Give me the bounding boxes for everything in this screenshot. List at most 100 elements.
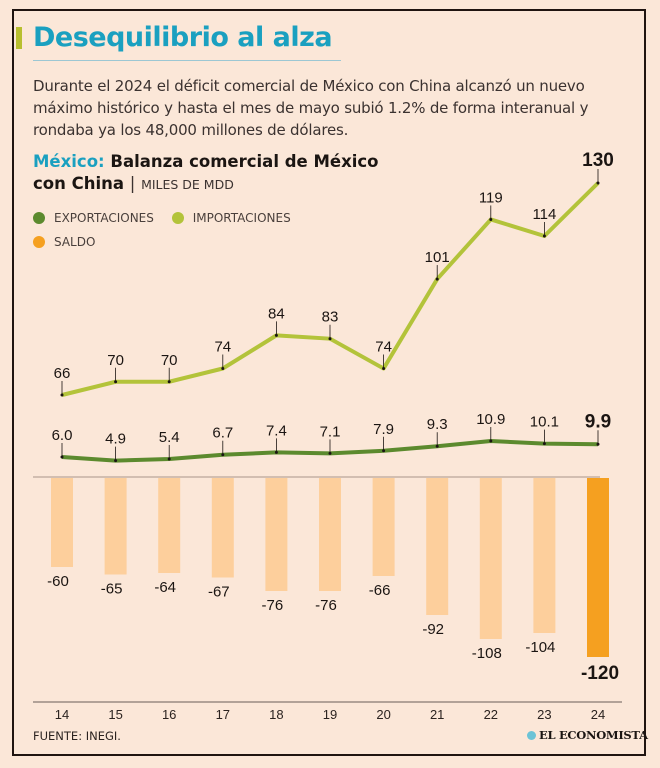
chart-unit: MILES DE MDD xyxy=(141,177,234,192)
title-accent-bar xyxy=(16,27,22,49)
exports-point xyxy=(435,444,439,448)
legend-label: SALDO xyxy=(54,235,96,249)
x-tick-label: 21 xyxy=(430,707,444,722)
exports-data-label: 6.7 xyxy=(212,425,233,442)
balance-data-label: -65 xyxy=(101,581,123,598)
balance-data-label: -60 xyxy=(47,573,69,590)
imports-point xyxy=(596,181,600,185)
x-tick-label: 14 xyxy=(55,707,69,722)
exports-data-label: 10.9 xyxy=(476,411,505,428)
brand-logo: EL ECONOMISTA xyxy=(527,728,648,742)
exports-point xyxy=(274,450,278,454)
balance-bar xyxy=(104,478,127,575)
imports-point xyxy=(114,380,118,384)
balance-bar xyxy=(158,478,181,573)
balance-bar xyxy=(479,478,502,639)
exports-data-label: 4.9 xyxy=(105,431,126,448)
exports-point xyxy=(221,453,225,457)
exports-data-label: 5.4 xyxy=(159,429,180,446)
imports-data-label: 101 xyxy=(425,249,450,266)
imports-point xyxy=(328,337,332,341)
imports-data-label: 70 xyxy=(107,352,124,369)
chart-title-separator: | xyxy=(129,174,136,193)
imports-point xyxy=(274,333,278,337)
page-title: Desequilibrio al alza xyxy=(33,22,333,53)
imports-data-label: 70 xyxy=(161,352,178,369)
x-tick-label: 20 xyxy=(376,707,390,722)
balance-bar xyxy=(533,478,556,633)
brand-globe-icon xyxy=(527,730,536,740)
imports-data-label: 74 xyxy=(375,339,392,356)
exports-data-label: 10.1 xyxy=(530,414,559,431)
legend-label: IMPORTACIONES xyxy=(192,211,291,225)
chart-title-second-line: con China xyxy=(33,174,124,193)
exports-point xyxy=(328,451,332,455)
imports-line xyxy=(61,181,600,397)
x-tick-label: 17 xyxy=(216,707,230,722)
balance-bar xyxy=(211,478,234,578)
imports-point xyxy=(435,277,439,281)
balance-bar xyxy=(372,478,395,576)
exports-point xyxy=(489,439,493,443)
exports-data-label: 6.0 xyxy=(52,427,73,444)
balance-bar xyxy=(319,478,341,591)
imports-point xyxy=(60,393,64,397)
exports-point xyxy=(60,455,64,459)
balance-bar xyxy=(265,478,288,591)
imports-point xyxy=(489,217,493,221)
legend-dot-icon xyxy=(33,236,45,248)
lead-paragraph: Durante el 2024 el déficit comercial de … xyxy=(33,77,589,139)
exports-point xyxy=(596,442,600,446)
title-underline xyxy=(33,60,341,61)
imports-data-label: 83 xyxy=(322,309,339,326)
legend-dot-icon xyxy=(171,212,184,224)
balance-data-label: -76 xyxy=(315,597,337,614)
balance-data-label: -92 xyxy=(422,621,444,638)
exports-point xyxy=(542,442,546,446)
imports-data-label: 66 xyxy=(54,365,71,382)
x-tick-label: 16 xyxy=(162,707,176,722)
balance-data-label: -64 xyxy=(154,579,176,596)
legend-label: EXPORTACIONES xyxy=(54,211,154,225)
imports-data-label: 130 xyxy=(582,150,614,171)
x-tick-label: 18 xyxy=(269,707,283,722)
exports-point xyxy=(382,449,386,453)
legend-item-exports: EXPORTACIONES xyxy=(33,208,154,228)
brand-name: EL ECONOMISTA xyxy=(539,728,648,742)
imports-point xyxy=(221,367,225,370)
balance-data-label: -108 xyxy=(472,645,502,662)
imports-data-label: 84 xyxy=(268,305,285,322)
exports-point xyxy=(114,459,118,463)
exports-data-label: 7.1 xyxy=(320,423,341,440)
imports-point xyxy=(167,380,171,384)
balance-data-label: -104 xyxy=(525,639,555,656)
balance-bar xyxy=(426,478,449,615)
imports-data-label: 74 xyxy=(214,339,231,356)
balance-data-label: -120 xyxy=(581,663,619,684)
chart-title-country: México: xyxy=(33,152,105,171)
exports-data-label: 7.4 xyxy=(266,422,287,439)
chart-title: México: Balanza comercial de México con … xyxy=(33,151,413,196)
x-tick-label: 15 xyxy=(108,707,122,722)
balance-bar xyxy=(587,478,609,657)
chart-title-main: Balanza comercial de México xyxy=(110,152,379,171)
x-tick-label: 22 xyxy=(484,707,498,722)
legend-dot-icon xyxy=(33,212,45,224)
balance-data-label: -67 xyxy=(208,584,230,601)
exports-data-label: 7.9 xyxy=(373,421,394,438)
exports-point xyxy=(167,457,171,461)
chart-legend: EXPORTACIONES IMPORTACIONES SALDO xyxy=(33,208,353,256)
exports-data-label: 9.9 xyxy=(585,411,611,432)
balance-data-label: -76 xyxy=(262,597,284,614)
legend-item-imports: IMPORTACIONES xyxy=(171,208,291,228)
x-tick-label: 24 xyxy=(591,707,605,722)
legend-item-balance: SALDO xyxy=(33,232,95,252)
source-note: FUENTE: INEGI. xyxy=(33,729,121,743)
x-tick-label: 19 xyxy=(323,707,337,722)
balance-data-label: -66 xyxy=(369,582,391,599)
balance-bar xyxy=(51,478,73,567)
exports-data-label: 9.3 xyxy=(427,416,448,433)
imports-point xyxy=(542,234,546,238)
x-tick-label: 23 xyxy=(537,707,551,722)
